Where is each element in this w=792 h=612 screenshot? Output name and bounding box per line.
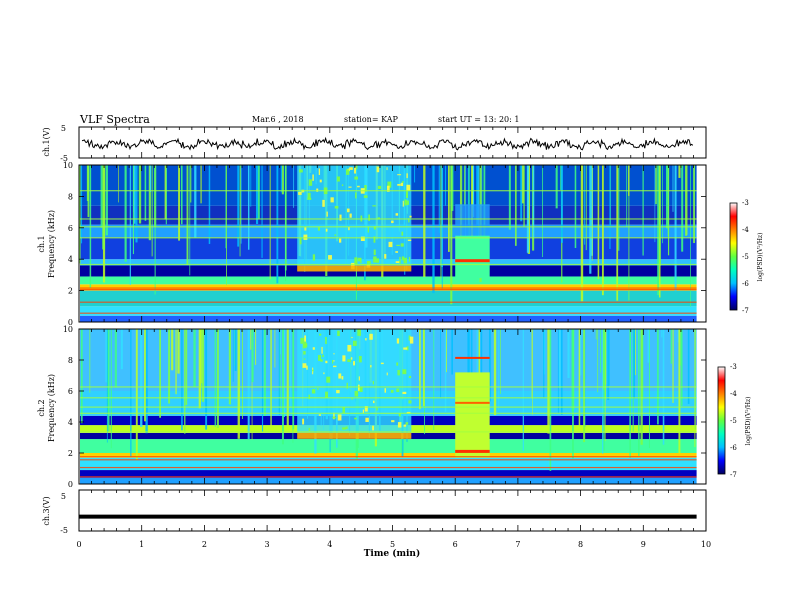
ch3-ytick-top: 5 — [61, 492, 66, 501]
ch2-colorbar-tick: -6 — [730, 444, 737, 452]
figure-title: VLF Spectra — [79, 113, 150, 126]
ch1-spectrogram-image — [78, 164, 707, 323]
frequency-tick-label: 0 — [68, 318, 73, 327]
frequency-tick-label: 10 — [63, 161, 73, 170]
date-label: Mar.6 , 2018 — [252, 115, 304, 124]
ch2-colorbar-tick: -5 — [730, 417, 737, 425]
ch1-colorbar-tick: -3 — [742, 199, 749, 207]
time-tick-label: 4 — [327, 540, 332, 549]
ch1-waveform-line — [81, 136, 694, 151]
time-tick-label: 10 — [701, 540, 711, 549]
ch2-spectrogram-image — [78, 328, 707, 485]
ch2-spectrogram-panel: ch.2 Frequency (kHz) 0 2 4 6 8 10 — [37, 325, 707, 489]
ch1-spec-ylabel-frequency: Frequency (kHz) — [47, 210, 56, 278]
ch1-colorbar-tick: -7 — [742, 307, 749, 315]
start-time-label: start UT = 13: 20: 1 — [438, 115, 519, 124]
ch1-ytick-bottom: -5 — [60, 154, 68, 163]
ch2-colorbar: -3 -4 -5 -6 -7 log(PSD)(V²/Hz) — [717, 363, 752, 479]
time-tick-label: 1 — [139, 540, 144, 549]
time-tick-label: 7 — [515, 540, 520, 549]
ch1-colorbar-tick: -5 — [742, 253, 749, 261]
frequency-tick-label: 8 — [68, 356, 73, 365]
ch1-ylabel: ch.1(V) — [42, 127, 51, 156]
ch3-ytick-bottom: -5 — [60, 526, 68, 535]
ch1-colorbar-tick: -6 — [742, 280, 749, 288]
station-label: station= KAP — [344, 115, 399, 124]
frequency-tick-label: 4 — [68, 418, 73, 427]
time-tick-label: 8 — [578, 540, 583, 549]
ch1-ytick-top: 5 — [61, 124, 66, 133]
time-tick-label: 0 — [76, 540, 81, 549]
time-tick-label: 3 — [265, 540, 270, 549]
ch3-waveform-panel: 5 -5 ch.3(V) — [42, 489, 707, 535]
ch3-ylabel: ch.3(V) — [42, 496, 51, 525]
ch1-colorbar: -3 -4 -5 -6 -7 log(PSD)(V²/Hz) — [729, 199, 764, 315]
time-tick-label: 2 — [202, 540, 207, 549]
time-axis: 0 1 2 3 4 5 6 7 8 9 10 — [76, 127, 711, 549]
time-tick-label: 9 — [641, 540, 646, 549]
ch2-colorbar-tick: -4 — [730, 390, 737, 398]
ch2-colorbar-tick: -3 — [730, 363, 737, 371]
frequency-tick-label: 10 — [63, 325, 73, 334]
ch2-colorbar-tick: -7 — [730, 471, 737, 479]
ch1-spectrogram-panel: ch.1 Frequency (kHz) 0 2 4 6 8 10 — [37, 161, 707, 327]
ch1-colorbar-label: log(PSD)(V²/Hz) — [757, 233, 764, 282]
frequency-tick-label: 6 — [68, 387, 73, 396]
frequency-tick-label: 8 — [68, 192, 73, 201]
time-tick-label: 6 — [453, 540, 458, 549]
ch1-colorbar-tick: -4 — [742, 226, 749, 234]
frequency-tick-label: 2 — [68, 449, 73, 458]
time-axis-label: Time (min) — [364, 548, 421, 559]
time-tick-label: 5 — [390, 540, 395, 549]
ch2-colorbar-label: log(PSD)(V²/Hz) — [745, 397, 752, 446]
frequency-tick-label: 4 — [68, 255, 73, 264]
ch2-spec-ylabel-channel: ch.2 — [37, 399, 46, 416]
frequency-tick-label: 6 — [68, 224, 73, 233]
ch1-spec-ylabel-channel: ch.1 — [37, 235, 46, 252]
ch2-spec-ylabel-frequency: Frequency (kHz) — [47, 374, 56, 442]
frequency-tick-label: 2 — [68, 287, 73, 296]
frequency-tick-label: 0 — [68, 480, 73, 489]
